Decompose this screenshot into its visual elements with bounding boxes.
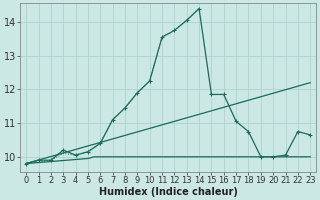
- X-axis label: Humidex (Indice chaleur): Humidex (Indice chaleur): [99, 187, 238, 197]
